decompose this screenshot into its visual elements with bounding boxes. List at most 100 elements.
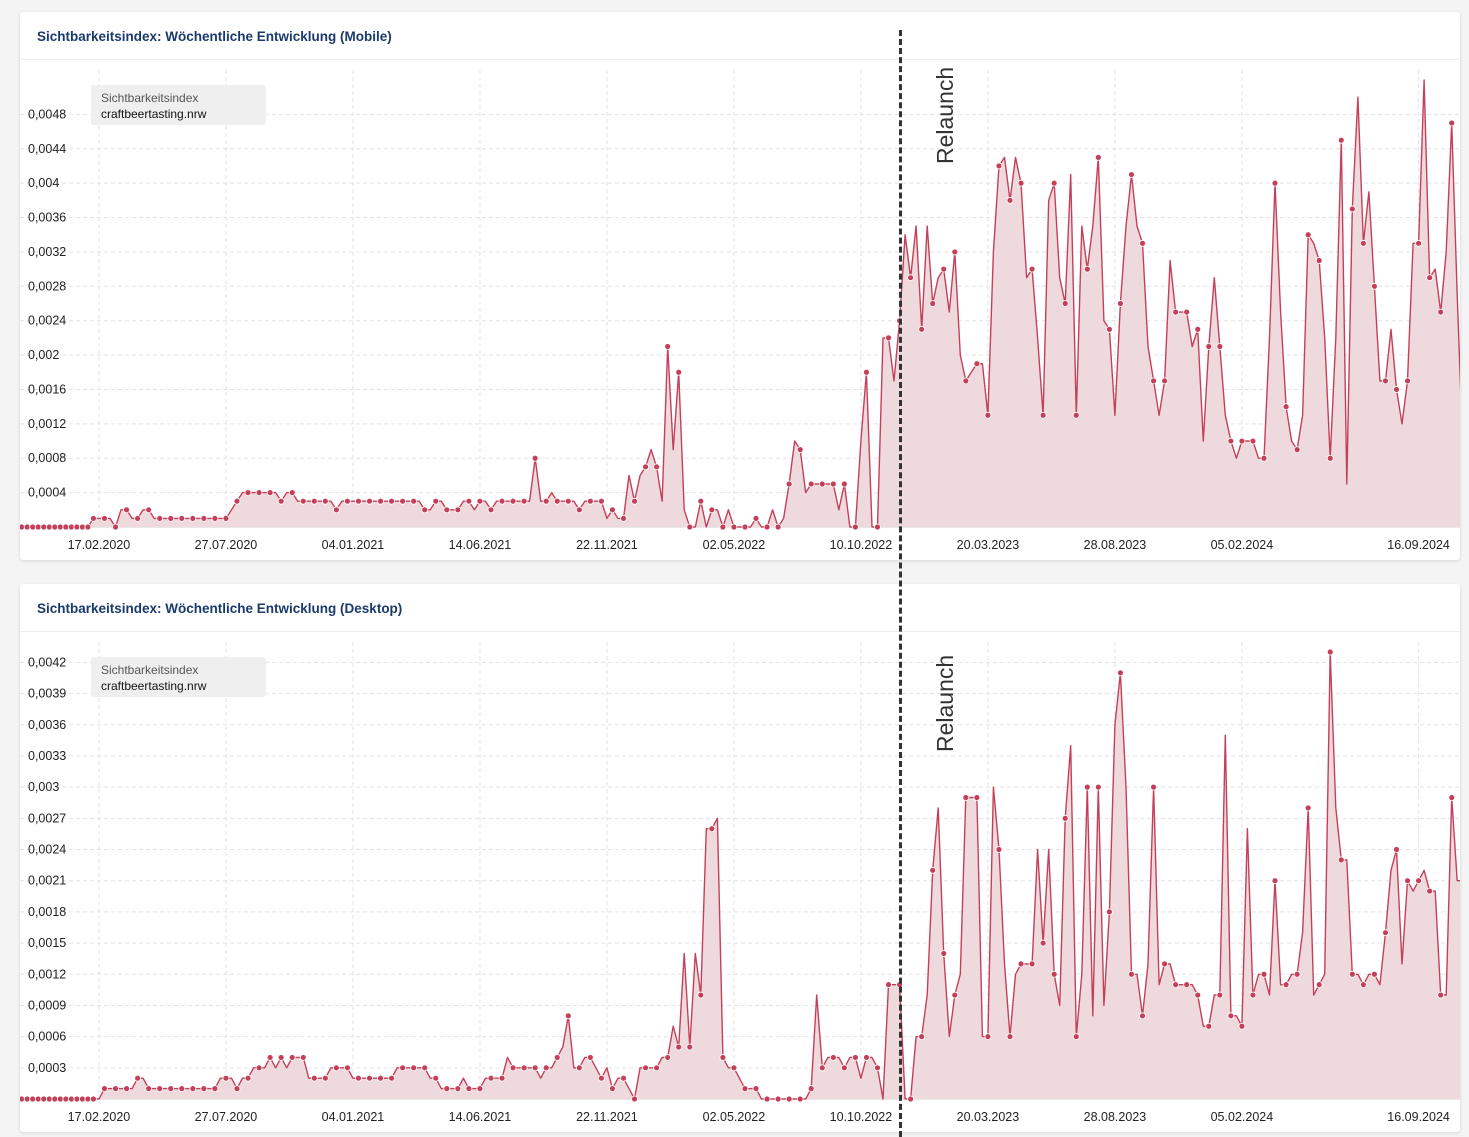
data-point <box>1315 981 1323 989</box>
data-point <box>653 463 661 471</box>
chart-mobile: 0,0004 0,0008 0,0012 0,0016 0,002 0,0024 0,002… <box>20 70 1460 552</box>
legend[interactable]: Sichtbarkeitsindex craftbeertasting.nrw <box>91 657 266 697</box>
data-point <box>1017 179 1025 187</box>
data-point <box>23 1095 31 1103</box>
data-point <box>34 523 42 531</box>
data-point <box>1150 377 1157 385</box>
data-point <box>67 523 75 531</box>
data-point <box>399 497 407 505</box>
data-point <box>1094 783 1102 791</box>
data-point <box>1337 856 1345 864</box>
data-point <box>1337 136 1345 144</box>
y-tick-label: 0,0028 <box>28 279 66 293</box>
data-point <box>211 1085 219 1093</box>
data-point <box>145 506 153 514</box>
data-point <box>1304 804 1312 812</box>
data-point <box>321 497 329 505</box>
data-point <box>796 1095 804 1103</box>
data-point <box>310 497 318 505</box>
data-point <box>752 515 760 522</box>
y-tick-label: 0,0036 <box>28 211 66 225</box>
data-point <box>863 1054 870 1061</box>
data-point <box>476 1085 484 1093</box>
data-point <box>1404 877 1411 885</box>
data-point <box>233 497 241 505</box>
data-point <box>840 480 848 488</box>
y-tick-label: 0,0036 <box>28 718 66 732</box>
y-tick-label: 0,0016 <box>28 382 66 396</box>
data-point <box>40 1095 48 1103</box>
data-point <box>145 1085 153 1093</box>
data-point <box>818 480 826 488</box>
data-point <box>863 368 870 376</box>
x-tick-label: 02.05.2022 <box>703 538 766 552</box>
data-point <box>1448 794 1456 801</box>
data-point <box>620 515 627 522</box>
data-point <box>167 515 175 522</box>
data-point <box>818 1064 826 1072</box>
data-point <box>189 515 197 522</box>
data-point <box>1050 179 1058 187</box>
data-point <box>719 523 727 531</box>
data-point <box>730 523 738 531</box>
data-point <box>73 1095 81 1103</box>
data-point <box>1382 929 1389 937</box>
x-tick-label: 10.10.2022 <box>830 1110 893 1124</box>
data-point <box>1150 783 1157 791</box>
data-point <box>156 515 164 522</box>
data-point <box>355 1074 362 1082</box>
data-point <box>255 1064 263 1072</box>
data-point <box>785 1095 793 1103</box>
data-point <box>785 480 793 488</box>
chart-title: Sichtbarkeitsindex: Wöchentliche Entwick… <box>37 601 403 616</box>
data-point <box>675 368 683 376</box>
x-tick-label: 22.11.2021 <box>576 1110 638 1124</box>
data-point <box>929 300 937 307</box>
data-point <box>90 1095 97 1103</box>
x-tick-label: 28.08.2023 <box>1084 538 1147 552</box>
data-point <box>1260 454 1268 462</box>
y-tick-label: 0,004 <box>28 176 59 190</box>
data-point <box>796 446 804 454</box>
data-point <box>1205 1022 1213 1030</box>
x-tick-label: 10.10.2022 <box>830 538 893 552</box>
data-point <box>564 497 572 505</box>
x-tick-label: 27.07.2020 <box>195 1110 258 1124</box>
x-tick-label: 20.03.2023 <box>957 538 1020 552</box>
data-point <box>1006 1033 1014 1041</box>
chart-panel-desktop: Sichtbarkeitsindex: Wöchentliche Entwick… <box>20 584 1460 1132</box>
data-point <box>200 1085 208 1093</box>
x-tick-label: 04.01.2021 <box>322 1110 385 1124</box>
data-point <box>774 1095 782 1103</box>
data-point <box>244 1074 252 1082</box>
data-point <box>575 1064 583 1072</box>
data-point <box>1326 648 1334 656</box>
data-point <box>1039 939 1047 947</box>
data-point <box>123 1085 130 1093</box>
data-point <box>498 497 506 505</box>
data-point <box>310 1074 318 1082</box>
data-point <box>609 506 616 514</box>
data-point <box>586 497 594 505</box>
data-point <box>1161 960 1169 968</box>
data-point <box>542 1064 550 1072</box>
data-point <box>189 1085 197 1093</box>
data-point <box>377 497 384 505</box>
data-point <box>1359 981 1367 989</box>
y-tick-label: 0,0004 <box>28 486 66 500</box>
data-point <box>598 497 605 505</box>
data-point <box>56 523 64 531</box>
data-point <box>332 1064 340 1072</box>
data-point <box>1249 991 1257 999</box>
data-point <box>962 377 970 385</box>
data-point <box>1094 153 1102 161</box>
data-point <box>1249 437 1257 445</box>
data-point <box>1393 846 1400 853</box>
data-point <box>642 1064 649 1072</box>
data-point <box>664 1054 672 1061</box>
legend[interactable]: Sichtbarkeitsindex craftbeertasting.nrw <box>91 85 266 125</box>
data-point <box>620 1074 627 1082</box>
y-tick-label: 0,0027 <box>28 811 66 825</box>
data-point <box>112 1085 119 1093</box>
data-point <box>1415 877 1422 885</box>
